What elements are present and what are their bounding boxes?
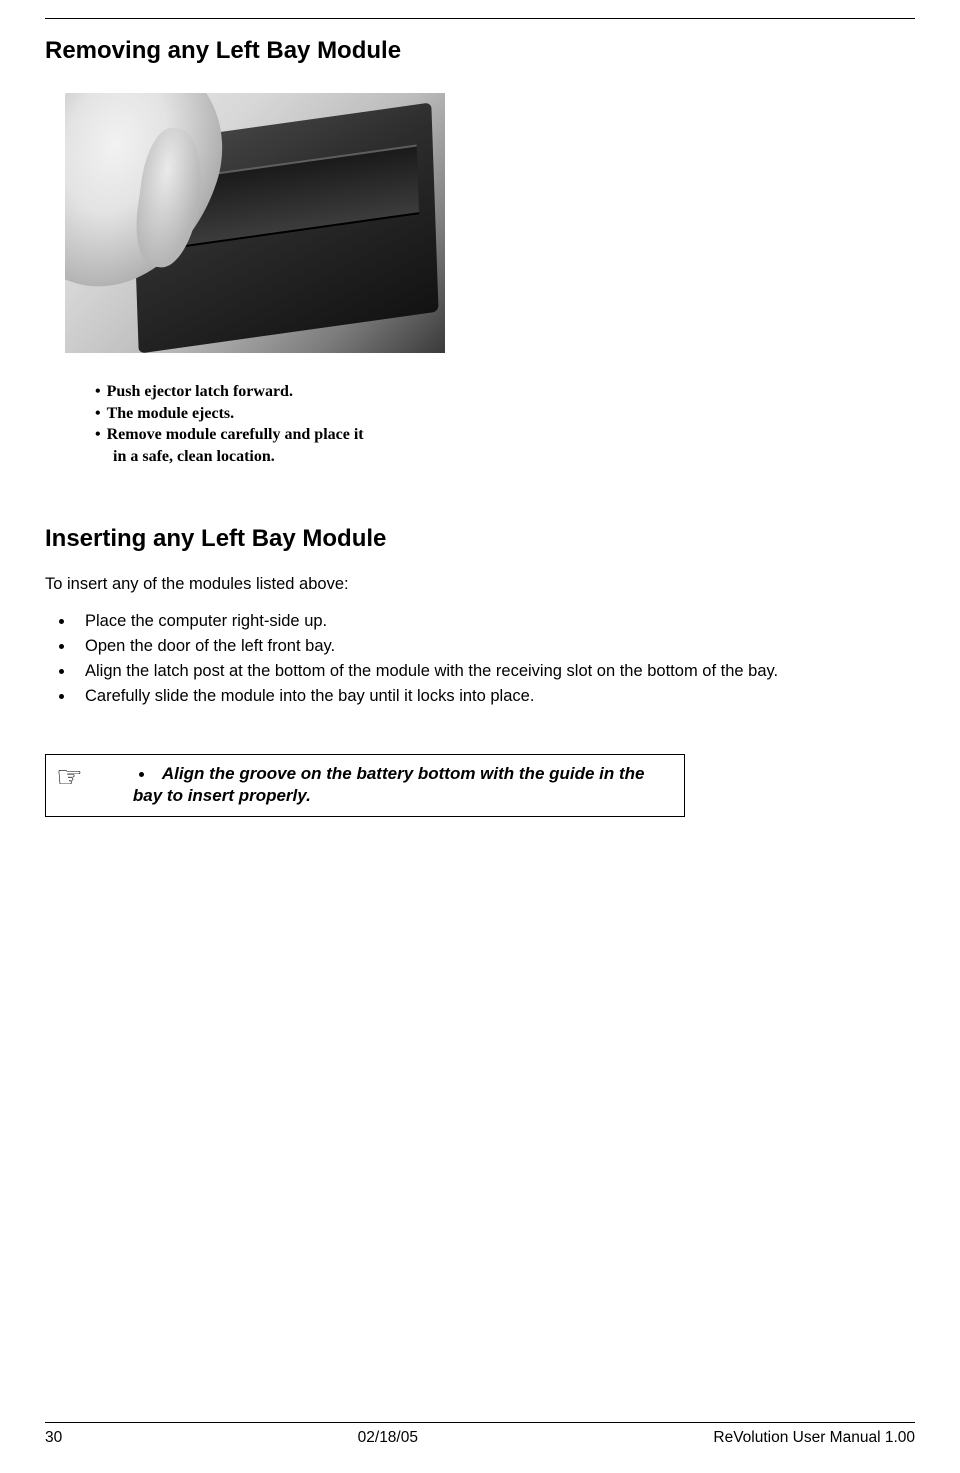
bullet-dot xyxy=(139,772,144,777)
bullet-dot: • xyxy=(95,381,101,403)
page-footer: 30 02/18/05 ReVolution User Manual 1.00 xyxy=(45,1422,915,1447)
page: Removing any Left Bay Module • Push eject… xyxy=(0,18,960,1473)
list-item: Open the door of the left front bay. xyxy=(75,637,915,656)
section2-intro: To insert any of the modules listed abov… xyxy=(45,575,915,594)
caption-line: Push ejector latch forward. xyxy=(107,381,293,403)
note-text-content: Align the groove on the battery bottom w… xyxy=(133,764,645,805)
caption-line-cont: in a safe, clean location. xyxy=(113,446,515,468)
section2-title: Inserting any Left Bay Module xyxy=(45,525,915,553)
figure-remove-bay-module xyxy=(65,93,445,353)
bullet-dot: • xyxy=(95,403,101,425)
list-item: Carefully slide the module into the bay … xyxy=(75,687,915,706)
list-item: Place the computer right-side up. xyxy=(75,612,915,631)
figure-caption: • Push ejector latch forward. • The module… xyxy=(95,381,515,467)
footer-page-number: 30 xyxy=(45,1429,62,1447)
section1-title: Removing any Left Bay Module xyxy=(45,37,915,65)
pointing-hand-icon: ☞ xyxy=(56,763,83,793)
note-text: Align the groove on the battery bottom w… xyxy=(133,763,674,807)
caption-line: The module ejects. xyxy=(107,403,235,425)
footer-date: 02/18/05 xyxy=(358,1429,418,1447)
caption-line: Remove module carefully and place it xyxy=(107,424,364,446)
note-box: ☞ Align the groove on the battery bottom… xyxy=(45,754,685,816)
bullet-dot: • xyxy=(95,424,101,446)
list-item: Align the latch post at the bottom of th… xyxy=(75,662,915,681)
footer-doc-title: ReVolution User Manual 1.00 xyxy=(713,1429,915,1447)
top-rule xyxy=(45,18,915,19)
section2-bullets: Place the computer right-side up. Open t… xyxy=(57,612,915,706)
